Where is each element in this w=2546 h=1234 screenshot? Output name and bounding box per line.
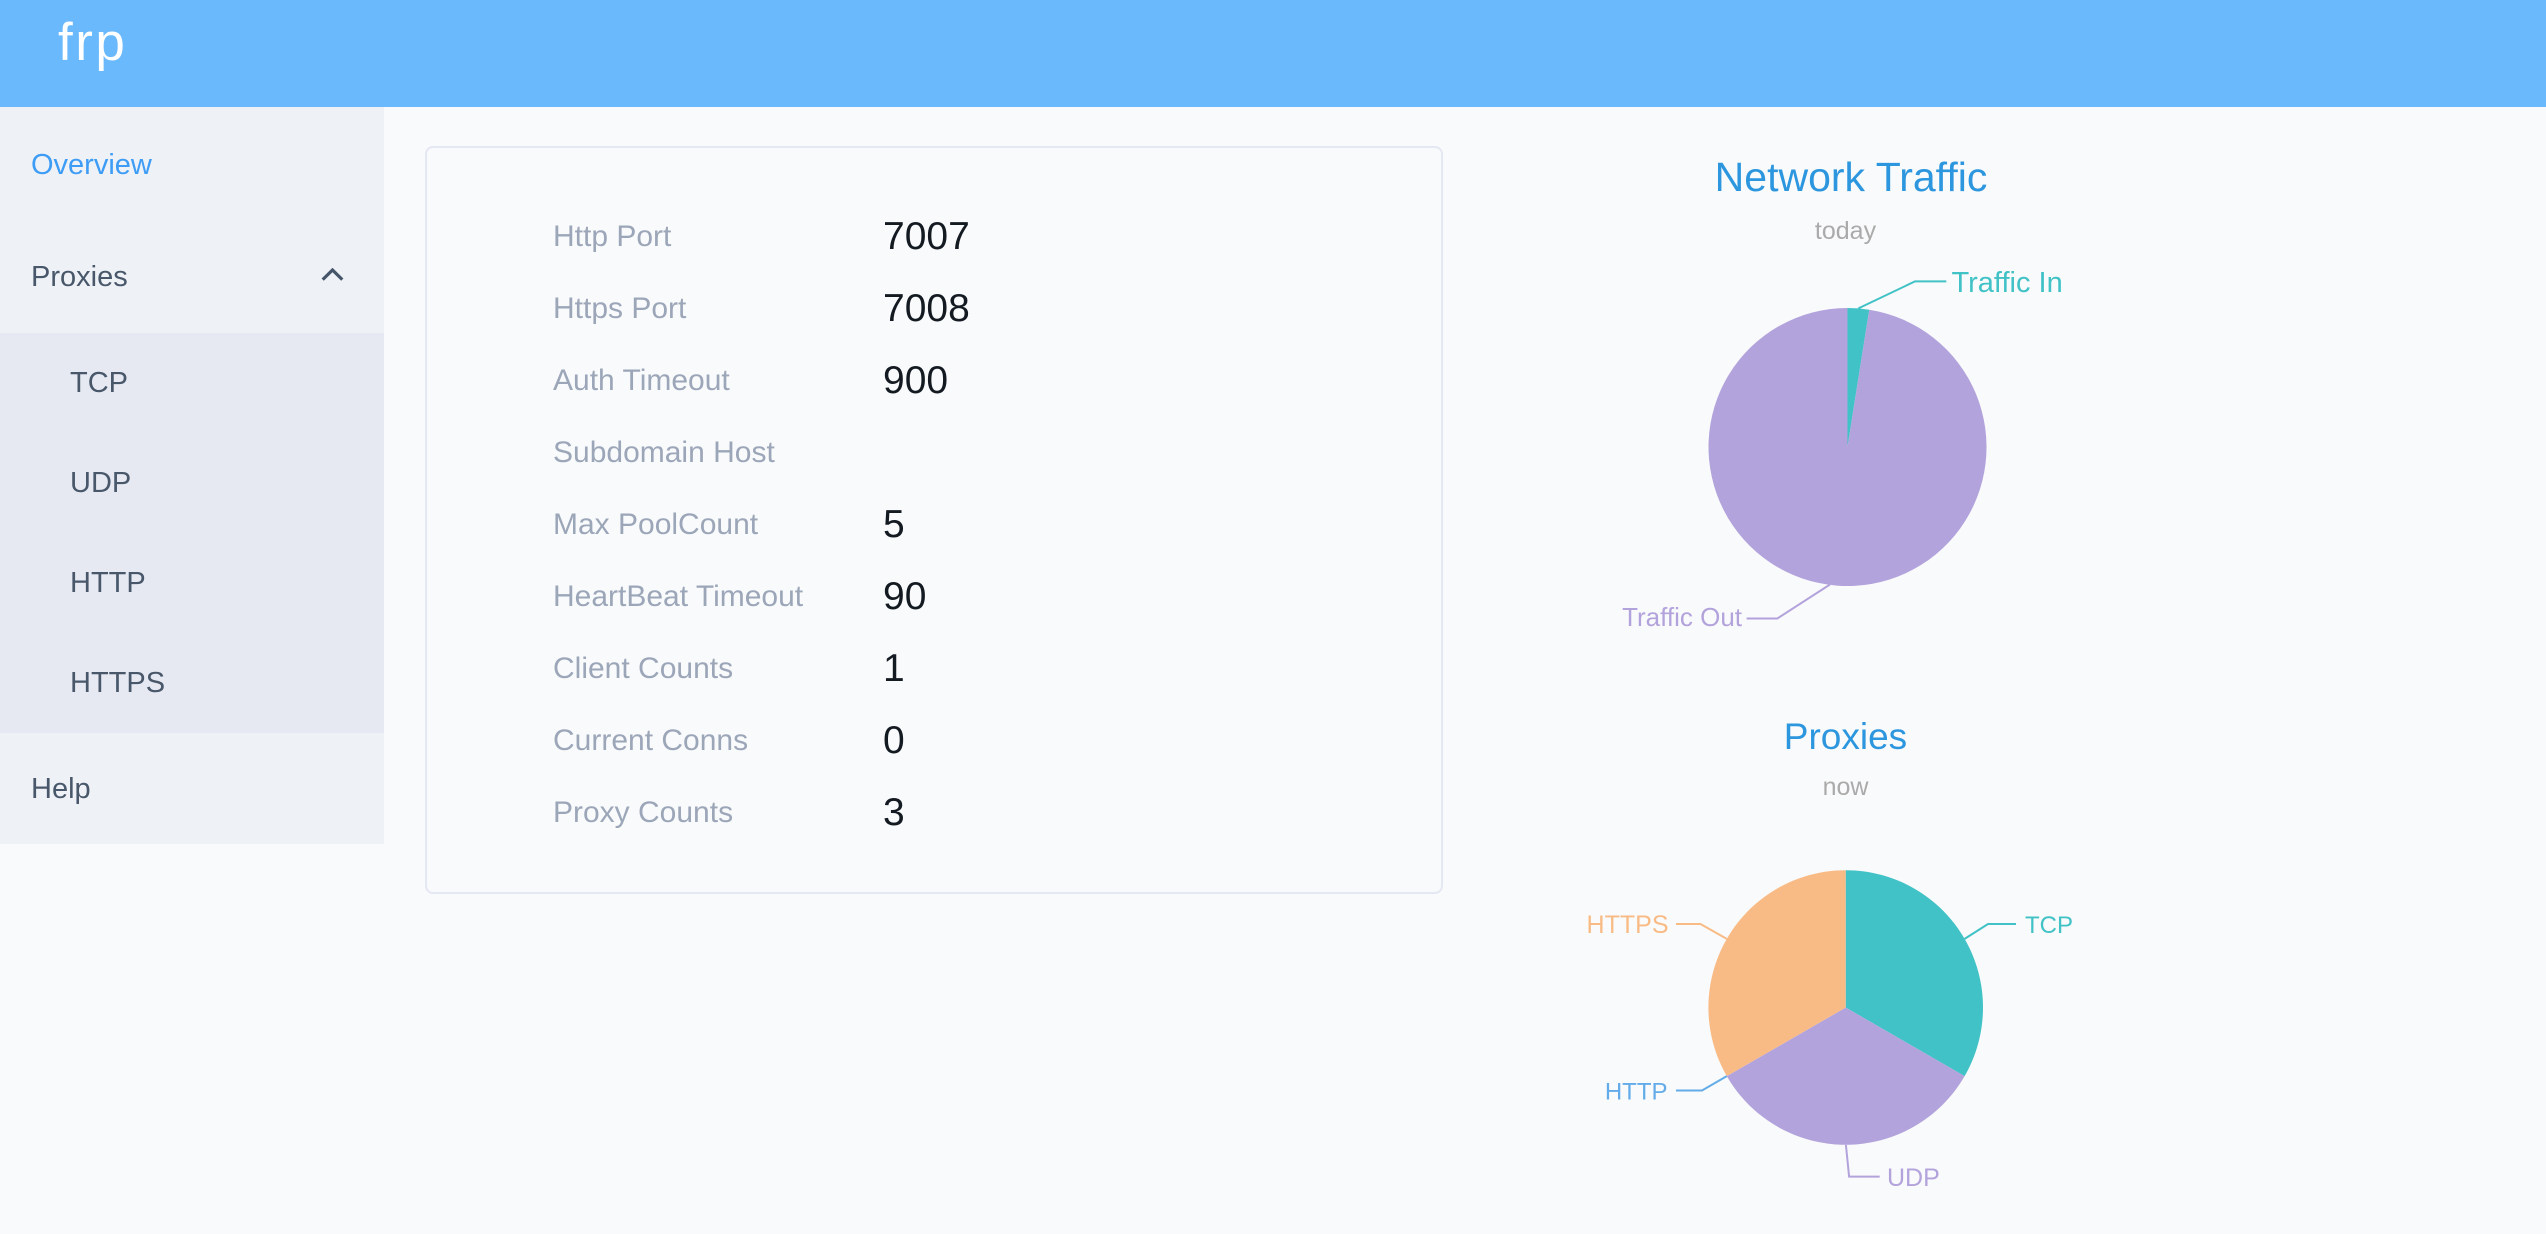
svg-text:now: now bbox=[1823, 773, 1870, 801]
svg-text:TCP: TCP bbox=[2025, 912, 2073, 939]
svg-text:HTTP: HTTP bbox=[1605, 1079, 1668, 1106]
svg-text:HTTPS: HTTPS bbox=[1587, 911, 1669, 939]
svg-text:UDP: UDP bbox=[1887, 1164, 1940, 1192]
svg-text:today: today bbox=[1815, 217, 1877, 245]
svg-text:Proxies: Proxies bbox=[1784, 716, 1907, 757]
svg-text:Network Traffic: Network Traffic bbox=[1715, 154, 1988, 200]
svg-text:Traffic Out: Traffic Out bbox=[1622, 602, 1743, 632]
svg-text:Traffic In: Traffic In bbox=[1952, 267, 2063, 299]
